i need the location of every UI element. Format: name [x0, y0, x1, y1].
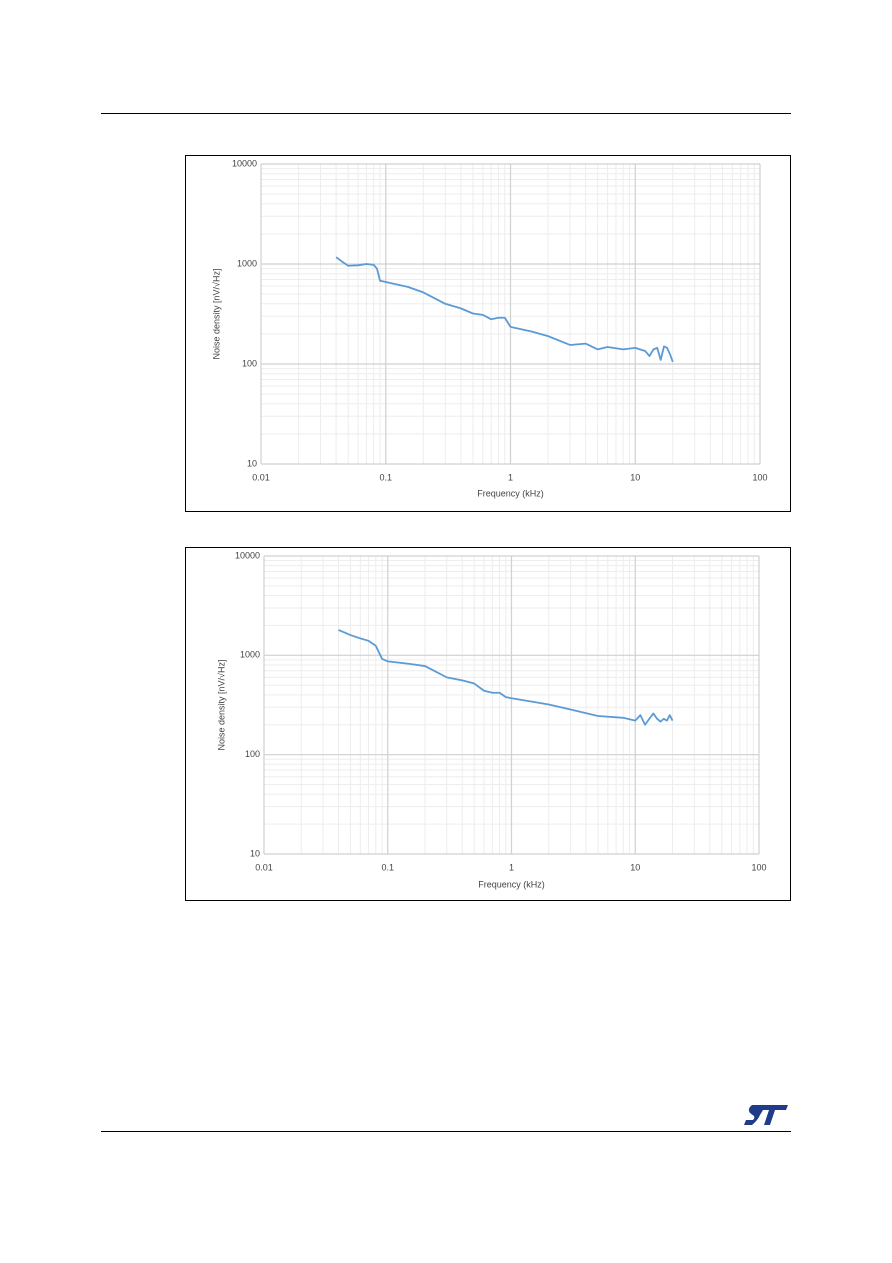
st-logo: [744, 1105, 788, 1125]
x-tick-label: 10: [630, 862, 640, 872]
x-tick-label: 100: [751, 862, 766, 872]
x-axis-title: Frequency (kHz): [477, 488, 544, 498]
x-axis-title: Frequency (kHz): [478, 879, 545, 889]
chart: 0.01 0.1 1 10 100 10 100 1000 10000 Frequency (kH…: [216, 550, 766, 889]
data-line: [338, 629, 674, 726]
chart-frame: [185, 155, 791, 512]
header-rule: [101, 113, 791, 114]
y-tick-label: 10: [250, 848, 260, 858]
y-tick-label: 100: [245, 749, 260, 759]
x-tick-label: 0.1: [379, 472, 392, 482]
x-tick-label: 0.01: [252, 472, 270, 482]
y-tick-label: 10000: [235, 550, 260, 560]
y-tick-label: 10: [247, 458, 257, 468]
y-axis-title: Noise density [nV/√Hz]: [216, 660, 226, 751]
x-tick-label: 0.1: [381, 862, 394, 872]
x-tick-label: 1: [509, 862, 514, 872]
y-axis-title: Noise density [nV/√Hz]: [211, 269, 221, 360]
y-tick-label: 1000: [237, 258, 257, 268]
chart: 0.01 0.1 1 10 100 10 100 1000 10000 Frequency (kH…: [211, 158, 767, 498]
y-tick-label: 100: [242, 358, 257, 368]
y-tick-label: 10000: [232, 158, 257, 168]
x-tick-label: 10: [630, 472, 640, 482]
footer-rule: [101, 1131, 791, 1132]
x-tick-label: 1: [508, 472, 513, 482]
data-line: [335, 256, 674, 363]
x-tick-label: 0.01: [255, 862, 273, 872]
chart-frame: [185, 547, 791, 901]
x-tick-label: 100: [752, 472, 767, 482]
y-tick-label: 1000: [240, 650, 260, 660]
